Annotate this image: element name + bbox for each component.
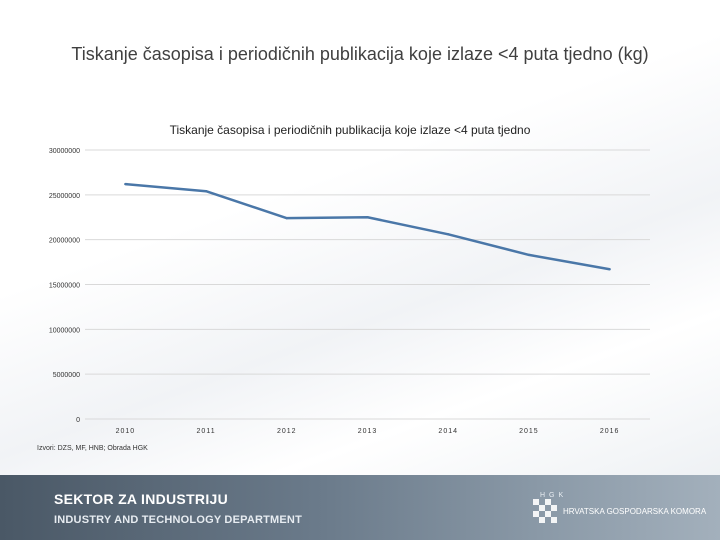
line-chart: 0 5000000 10000000 15000000 20000000 25000000… bbox=[49, 148, 650, 435]
x-tick-label: 2010 bbox=[116, 428, 136, 435]
data-point bbox=[527, 253, 531, 257]
footer-department-title: SEKTOR ZA INDUSTRIJU bbox=[54, 491, 229, 507]
x-tick-label: 2012 bbox=[277, 428, 297, 435]
footer-department-subtitle: INDUSTRY AND TECHNOLOGY DEPARTMENT bbox=[54, 514, 302, 526]
data-point bbox=[124, 182, 127, 186]
data-point bbox=[608, 268, 611, 271]
slide-title: Tiskanje časopisa i periodičnih publikac… bbox=[71, 44, 649, 64]
y-tick-label: 10000000 bbox=[49, 327, 80, 334]
checkerboard-logo-icon bbox=[533, 499, 557, 523]
x-tick-label: 2014 bbox=[438, 428, 458, 435]
y-tick-label: 15000000 bbox=[49, 283, 80, 290]
series-line bbox=[125, 182, 610, 271]
x-tick-label: 2011 bbox=[197, 428, 216, 435]
logo-letters: HGK bbox=[540, 492, 568, 499]
source-note: Izvori: DZS, MF, HNB; Obrada HGK bbox=[37, 445, 148, 452]
data-point bbox=[366, 216, 369, 219]
data-point bbox=[204, 190, 208, 193]
footer-banner: SEKTOR ZA INDUSTRIJU INDUSTRY AND TECHNO… bbox=[0, 475, 720, 540]
data-point bbox=[285, 216, 288, 220]
logo-text: HRVATSKA GOSPODARSKA KOMORA bbox=[563, 507, 707, 516]
y-tick-label: 20000000 bbox=[49, 238, 80, 245]
background bbox=[0, 0, 720, 475]
y-tick-label: 30000000 bbox=[49, 148, 80, 155]
y-tick-label: 25000000 bbox=[49, 193, 80, 200]
data-point bbox=[447, 233, 450, 236]
y-tick-label: 0 bbox=[76, 417, 80, 424]
x-tick-label: 2016 bbox=[600, 428, 620, 435]
y-tick-label: 5000000 bbox=[53, 372, 80, 379]
x-tick-label: 2015 bbox=[519, 428, 539, 435]
chart-title: Tiskanje časopisa i periodičnih publikac… bbox=[169, 123, 531, 137]
x-tick-label: 2013 bbox=[358, 428, 378, 435]
